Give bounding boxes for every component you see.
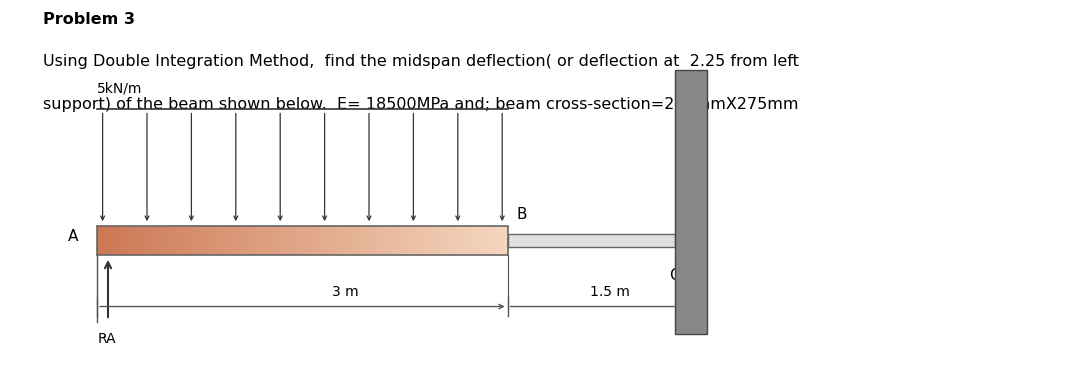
Polygon shape: [405, 226, 410, 255]
Polygon shape: [435, 226, 441, 255]
Polygon shape: [231, 226, 235, 255]
Polygon shape: [333, 226, 338, 255]
Polygon shape: [297, 226, 302, 255]
Polygon shape: [477, 226, 482, 255]
Polygon shape: [354, 226, 359, 255]
Polygon shape: [410, 226, 415, 255]
Polygon shape: [426, 226, 431, 255]
Polygon shape: [328, 226, 333, 255]
Polygon shape: [292, 226, 297, 255]
Polygon shape: [200, 226, 205, 255]
Polygon shape: [112, 226, 118, 255]
Polygon shape: [395, 226, 400, 255]
Polygon shape: [256, 226, 261, 255]
Polygon shape: [323, 226, 328, 255]
Polygon shape: [103, 226, 107, 255]
Polygon shape: [675, 70, 707, 334]
Polygon shape: [190, 226, 194, 255]
Polygon shape: [487, 226, 492, 255]
Polygon shape: [170, 226, 174, 255]
Polygon shape: [508, 234, 675, 247]
Polygon shape: [127, 226, 133, 255]
Polygon shape: [415, 226, 420, 255]
Polygon shape: [118, 226, 123, 255]
Polygon shape: [375, 226, 379, 255]
Polygon shape: [359, 226, 364, 255]
Polygon shape: [241, 226, 246, 255]
Text: RA: RA: [97, 332, 116, 346]
Polygon shape: [220, 226, 226, 255]
Text: B: B: [516, 207, 527, 222]
Polygon shape: [446, 226, 451, 255]
Text: A: A: [67, 229, 78, 244]
Polygon shape: [261, 226, 267, 255]
Polygon shape: [282, 226, 287, 255]
Polygon shape: [461, 226, 467, 255]
Polygon shape: [369, 226, 375, 255]
Polygon shape: [431, 226, 435, 255]
Polygon shape: [123, 226, 127, 255]
Polygon shape: [174, 226, 179, 255]
Polygon shape: [313, 226, 318, 255]
Polygon shape: [246, 226, 251, 255]
Text: 5kN/m: 5kN/m: [97, 81, 143, 95]
Polygon shape: [400, 226, 405, 255]
Polygon shape: [276, 226, 282, 255]
Polygon shape: [390, 226, 395, 255]
Polygon shape: [185, 226, 190, 255]
Polygon shape: [251, 226, 256, 255]
Polygon shape: [308, 226, 313, 255]
Polygon shape: [138, 226, 144, 255]
Polygon shape: [153, 226, 159, 255]
Text: support) of the beam shown below.  E= 18500MPa and; beam cross-section=200mmX275: support) of the beam shown below. E= 185…: [43, 97, 799, 112]
Polygon shape: [302, 226, 308, 255]
Polygon shape: [194, 226, 200, 255]
Polygon shape: [318, 226, 323, 255]
Text: 3 m: 3 m: [333, 285, 359, 299]
Polygon shape: [205, 226, 210, 255]
Polygon shape: [492, 226, 497, 255]
Polygon shape: [159, 226, 164, 255]
Polygon shape: [144, 226, 149, 255]
Polygon shape: [384, 226, 390, 255]
Polygon shape: [502, 226, 508, 255]
Polygon shape: [235, 226, 241, 255]
Polygon shape: [497, 226, 502, 255]
Polygon shape: [149, 226, 153, 255]
Polygon shape: [441, 226, 446, 255]
Polygon shape: [349, 226, 354, 255]
Text: 1.5 m: 1.5 m: [591, 285, 630, 299]
Polygon shape: [472, 226, 477, 255]
Polygon shape: [97, 226, 103, 255]
Polygon shape: [267, 226, 272, 255]
Polygon shape: [364, 226, 369, 255]
Polygon shape: [179, 226, 185, 255]
Polygon shape: [338, 226, 343, 255]
Text: Problem 3: Problem 3: [43, 12, 135, 27]
Polygon shape: [287, 226, 292, 255]
Text: C: C: [670, 268, 680, 283]
Polygon shape: [457, 226, 461, 255]
Polygon shape: [467, 226, 472, 255]
Polygon shape: [272, 226, 276, 255]
Polygon shape: [343, 226, 349, 255]
Polygon shape: [210, 226, 215, 255]
Polygon shape: [379, 226, 384, 255]
Polygon shape: [420, 226, 426, 255]
Polygon shape: [164, 226, 170, 255]
Polygon shape: [451, 226, 457, 255]
Polygon shape: [482, 226, 487, 255]
Polygon shape: [226, 226, 231, 255]
Text: Using Double Integration Method,  find the midspan deflection( or deflection at : Using Double Integration Method, find th…: [43, 54, 799, 69]
Polygon shape: [107, 226, 112, 255]
Polygon shape: [133, 226, 138, 255]
Polygon shape: [215, 226, 220, 255]
